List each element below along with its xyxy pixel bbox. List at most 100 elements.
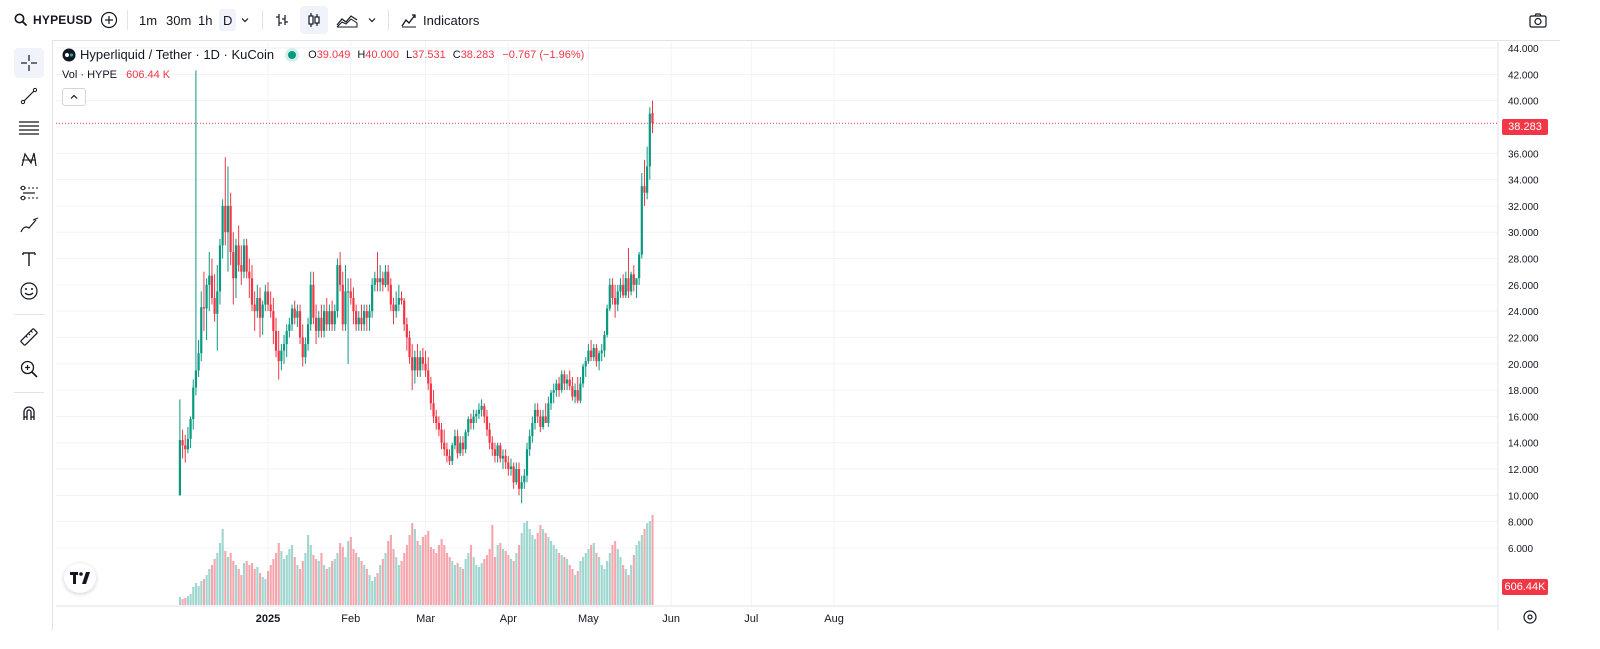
- volume-bar: [526, 521, 529, 605]
- bar-style-button[interactable]: [273, 9, 291, 31]
- symbol-title[interactable]: Hyperliquid / Tether · 1D · KuCoin: [80, 47, 275, 62]
- text-tool[interactable]: [14, 244, 44, 274]
- candle-body: [493, 449, 497, 456]
- candle-body: [253, 304, 256, 312]
- candle-body: [424, 363, 427, 371]
- search-icon: [14, 13, 28, 27]
- volume-bar: [571, 569, 574, 605]
- volume-bar: [301, 561, 304, 605]
- indicators-icon: [400, 11, 418, 29]
- change-value: −0.767 (−1.96%): [502, 48, 585, 61]
- volume-bar: [253, 569, 256, 605]
- volume-bar: [267, 571, 270, 605]
- interval-d-button[interactable]: D: [219, 9, 237, 31]
- candle-body: [472, 416, 475, 423]
- volume-bar: [210, 565, 214, 605]
- gear-icon: [1522, 609, 1538, 625]
- volume-bar: [544, 533, 547, 605]
- candle-body: [563, 374, 566, 384]
- candle-body: [395, 304, 398, 312]
- interval-1m-button[interactable]: 1m: [139, 12, 158, 28]
- volume-bar: [475, 565, 478, 605]
- prediction-tool[interactable]: [14, 178, 44, 208]
- interval-1h-button[interactable]: 1h: [198, 12, 213, 28]
- candle-body: [349, 291, 352, 298]
- volume-bar: [651, 515, 654, 605]
- volume-bar: [202, 579, 206, 605]
- fib-tool[interactable]: [14, 113, 44, 143]
- candle-body: [210, 275, 214, 298]
- x-tick-label: Jul: [744, 613, 758, 625]
- volume-bar: [501, 549, 505, 605]
- intervals-dropdown[interactable]: [240, 9, 250, 31]
- volume-bar: [256, 567, 259, 605]
- indicators-label: Indicators: [423, 12, 480, 28]
- candle-body: [240, 265, 243, 272]
- volume-bar: [563, 557, 566, 605]
- candle-body: [194, 370, 198, 388]
- snapshot-button[interactable]: [1528, 9, 1548, 31]
- candle-body: [592, 348, 595, 358]
- volume-bar: [349, 537, 352, 605]
- candle-body: [218, 245, 222, 292]
- emoji-tool[interactable]: [14, 276, 44, 306]
- volume-bar: [325, 569, 328, 605]
- symbol-search[interactable]: HYPEUSD: [14, 9, 92, 31]
- chevron-down-icon: [240, 15, 250, 25]
- trend-line-tool[interactable]: [14, 81, 44, 111]
- zoom-tool[interactable]: [14, 354, 44, 384]
- candle-body: [226, 205, 230, 233]
- area-style-button[interactable]: [335, 9, 359, 31]
- symbol-name: HYPEUSD: [33, 13, 93, 27]
- candle-body: [443, 442, 446, 450]
- candles-style-button[interactable]: [300, 6, 328, 34]
- compare-add-button[interactable]: [100, 9, 118, 31]
- tradingview-logo[interactable]: [64, 563, 96, 593]
- chevron-up-icon: [69, 92, 79, 102]
- interval-30m-button[interactable]: 30m: [166, 12, 192, 28]
- chart-style-dropdown[interactable]: [367, 9, 377, 31]
- candle-body: [205, 284, 208, 309]
- drawing-toolbar: [0, 40, 53, 630]
- volume-bar: [285, 555, 288, 605]
- volume-bar: [339, 543, 342, 605]
- magnet-tool[interactable]: [14, 398, 44, 428]
- brush-tool[interactable]: [14, 211, 44, 241]
- y-tick-label: 6.000: [1508, 544, 1533, 555]
- volume-bar: [309, 545, 312, 605]
- candle-body: [272, 311, 275, 331]
- y-tick-label: 36.000: [1508, 149, 1539, 160]
- crosshair-tool[interactable]: [14, 48, 44, 78]
- candle-body: [646, 166, 649, 193]
- candle-body: [309, 284, 312, 325]
- y-tick-label: 10.000: [1508, 491, 1539, 502]
- camera-icon: [1528, 11, 1548, 29]
- indicators-button[interactable]: Indicators: [400, 9, 479, 31]
- candle-body: [632, 274, 635, 285]
- candle-body: [363, 311, 366, 325]
- collapse-legend-button[interactable]: [62, 88, 86, 106]
- ruler-tool[interactable]: [14, 322, 44, 352]
- candle-body: [523, 475, 526, 483]
- chart-settings-button[interactable]: [1522, 609, 1538, 625]
- volume-bar: [488, 549, 491, 605]
- candle-body: [336, 265, 339, 312]
- candle-body: [304, 344, 307, 358]
- candle-body: [648, 113, 651, 167]
- volume-bar: [197, 586, 200, 605]
- volume-bar: [646, 523, 649, 605]
- y-tick-label: 22.000: [1508, 333, 1539, 344]
- volume-label[interactable]: Vol · HYPE: [62, 69, 118, 81]
- volume-bar: [456, 563, 459, 605]
- candle-body: [290, 308, 294, 325]
- volume-bar: [550, 541, 553, 605]
- volume-value: 606.44 K: [126, 69, 171, 81]
- pattern-tool[interactable]: [14, 145, 44, 175]
- volume-bar: [245, 561, 248, 605]
- volume-bar: [336, 553, 339, 605]
- candle-body: [256, 298, 259, 312]
- candle-body: [288, 324, 291, 331]
- volume-bar: [237, 569, 240, 605]
- candle-body: [440, 429, 443, 443]
